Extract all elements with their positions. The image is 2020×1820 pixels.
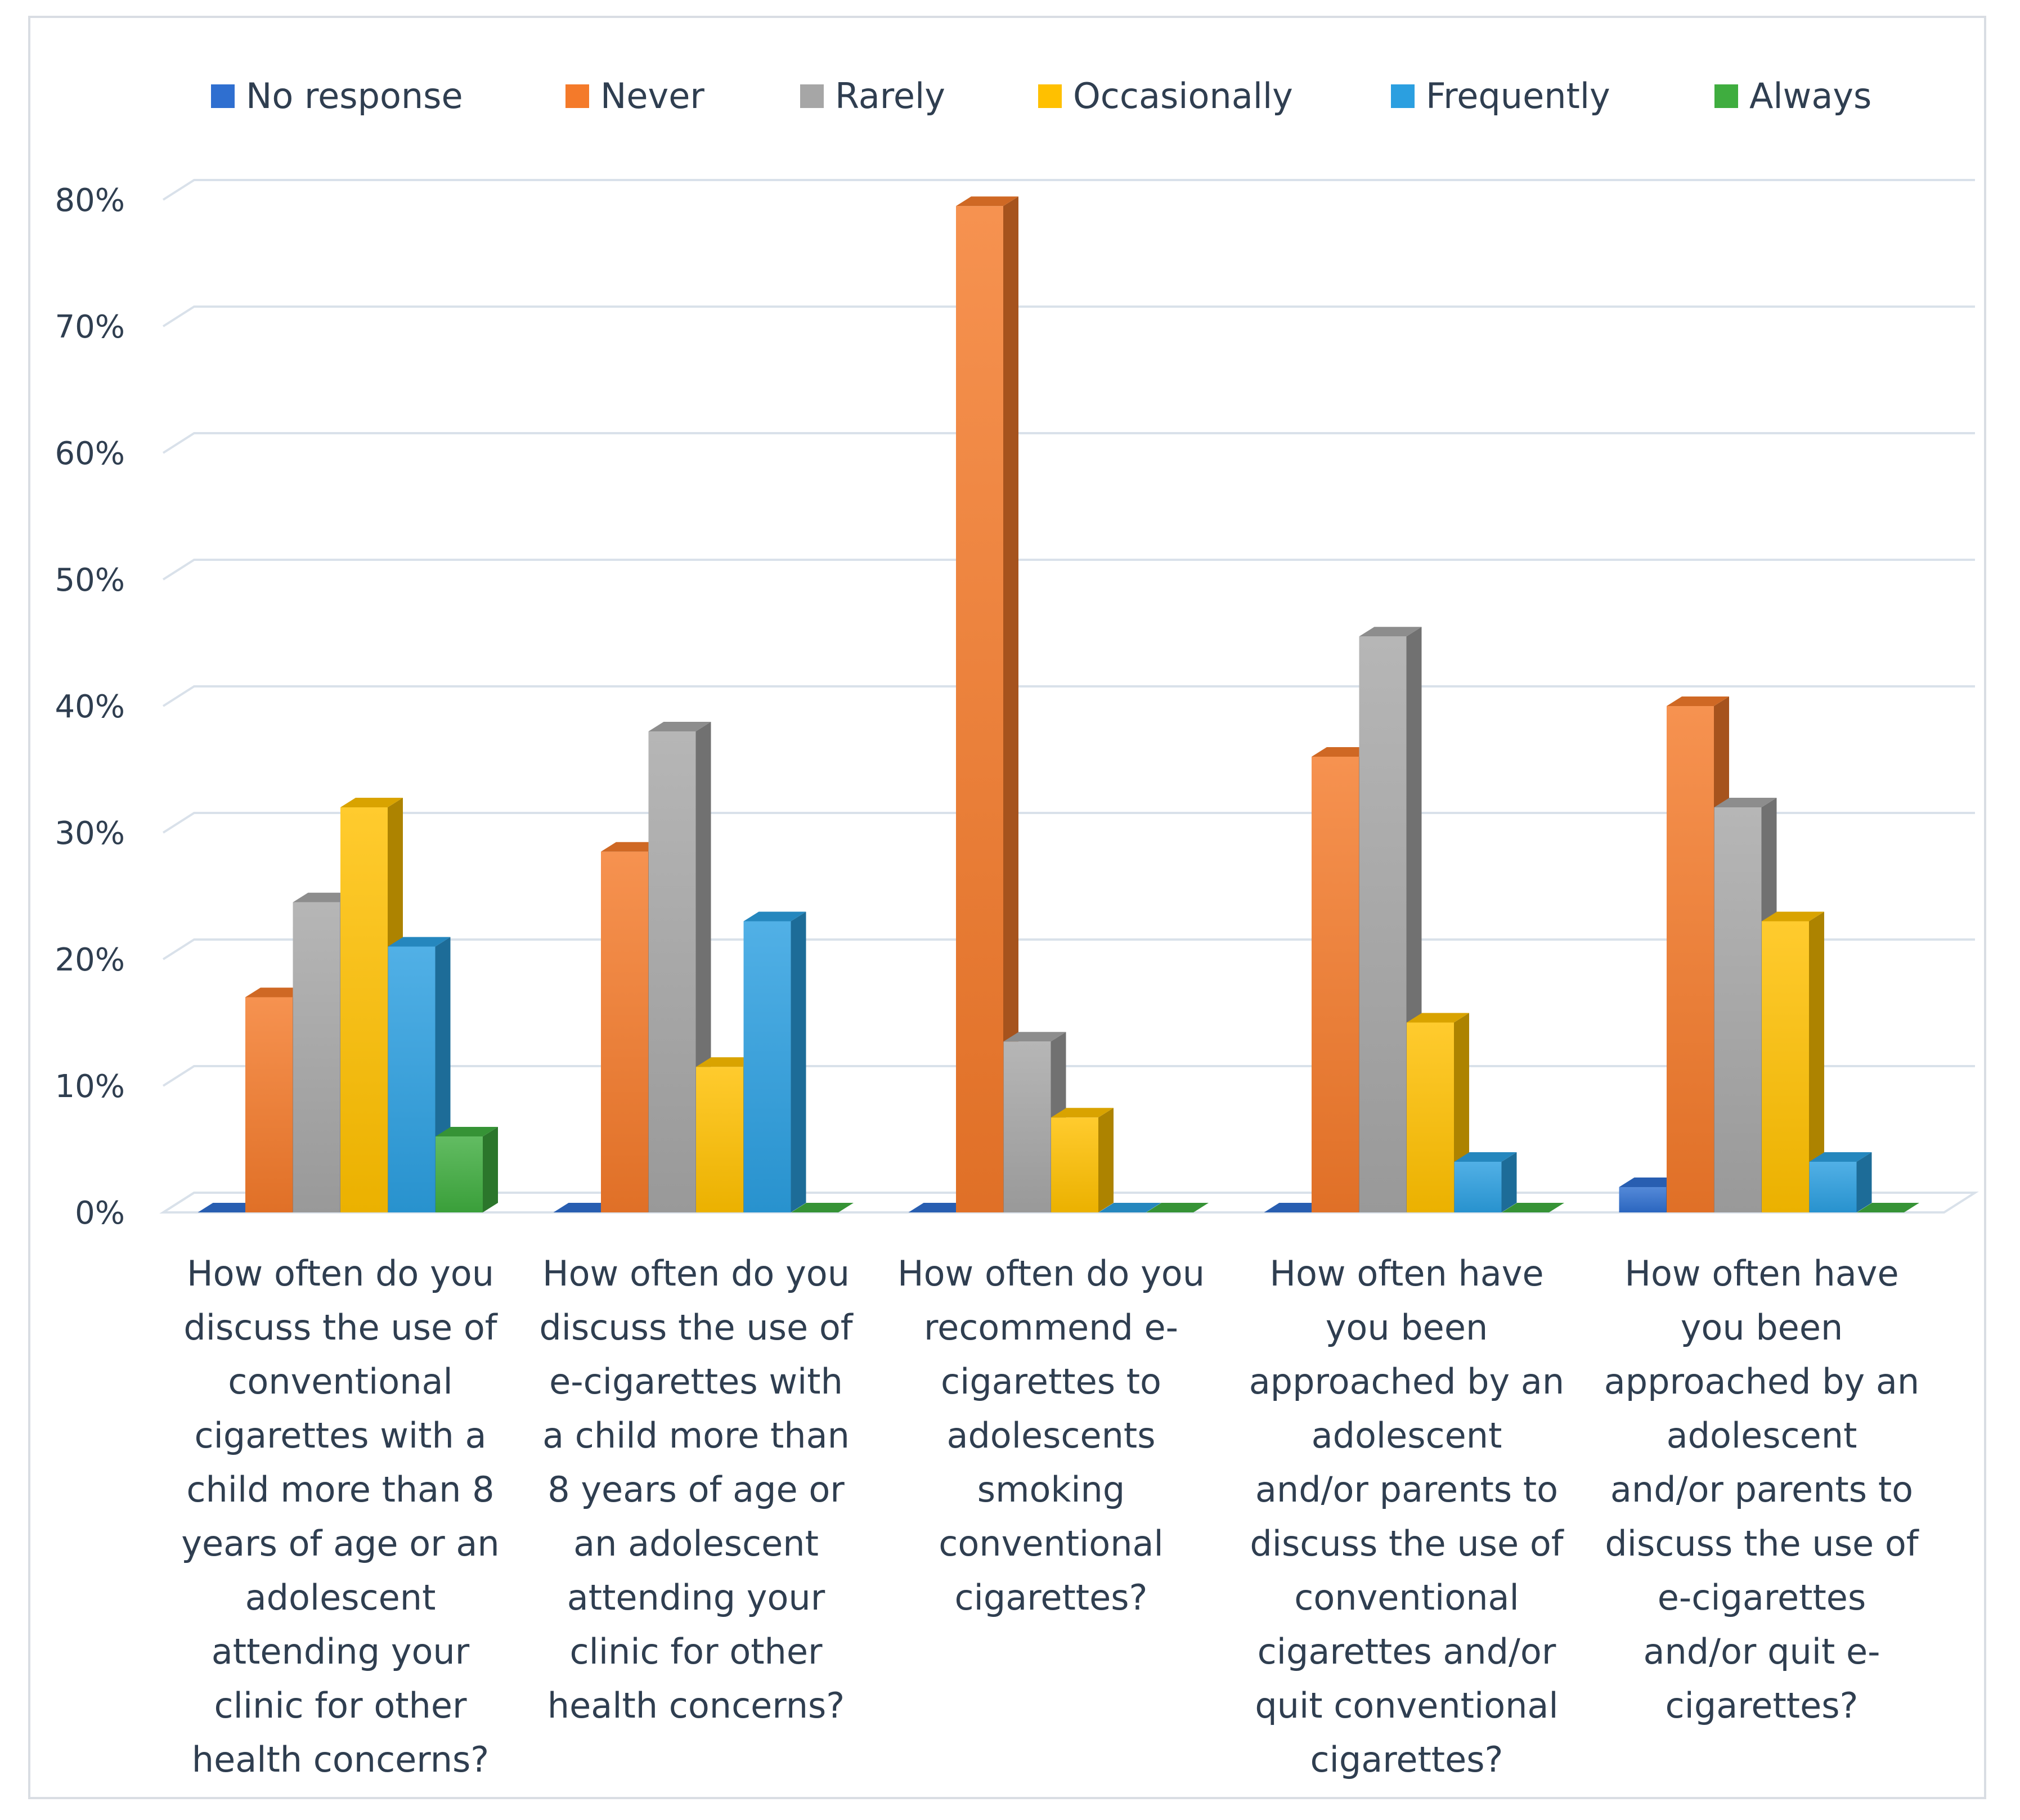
category-label: How often do you discuss the use of conven… <box>181 1253 499 1780</box>
y-tick-label: 40% <box>55 689 125 725</box>
legend-swatch <box>800 84 824 108</box>
bar-frequently <box>1809 1152 1872 1212</box>
bar-occasionally <box>1762 911 1824 1212</box>
y-tick-label: 0% <box>75 1195 125 1232</box>
y-tick-label: 80% <box>55 182 125 219</box>
bar-frequently <box>1098 1203 1161 1212</box>
bar-no-response <box>197 1203 261 1212</box>
gridline <box>162 305 1975 327</box>
legend-label: Rarely <box>835 75 945 116</box>
legend-label: Frequently <box>1426 75 1610 116</box>
y-tick-label: 60% <box>55 435 125 472</box>
category-label: How often do you discuss the use of e-ciga… <box>539 1253 854 1726</box>
legend-swatch <box>1038 84 1062 108</box>
bar-no-response <box>553 1203 616 1212</box>
bars <box>197 196 1919 1212</box>
legend: No response Never Rarely Occasionally Freque… <box>211 75 1871 116</box>
bar-no-response <box>908 1203 971 1212</box>
legend-item-never: Never <box>565 75 704 116</box>
legend-swatch <box>1391 84 1415 108</box>
gridline <box>162 432 1975 454</box>
category-label: How often have you been approached by an ad… <box>1604 1253 1920 1726</box>
y-tick-label: 70% <box>55 309 125 345</box>
bar-always <box>791 1203 854 1212</box>
legend-label: Occasionally <box>1073 75 1293 116</box>
gridline <box>162 179 1975 201</box>
legend-item-rarely: Rarely <box>800 75 945 116</box>
category-label: How often do you recommend e-cigarettes t… <box>897 1253 1205 1618</box>
category-label: How often have you been approached by an ad… <box>1249 1253 1565 1780</box>
legend-label: Always <box>1749 75 1871 116</box>
bar-never <box>956 196 1018 1212</box>
legend-item-no-response: No response <box>211 75 463 116</box>
bar-always <box>436 1127 498 1212</box>
legend-swatch <box>211 84 235 108</box>
bar-rarely <box>293 892 356 1212</box>
bar-frequently <box>1454 1152 1517 1212</box>
legend-label: Never <box>600 75 704 116</box>
legend-item-frequently: Frequently <box>1391 75 1610 116</box>
bar-frequently <box>743 911 806 1212</box>
y-tick-label: 10% <box>55 1068 125 1105</box>
legend-swatch <box>565 84 589 108</box>
bar-no-response <box>1264 1203 1327 1212</box>
y-tick-label: 50% <box>55 562 125 599</box>
bar-always <box>1146 1203 1209 1212</box>
bar-occasionally <box>1051 1108 1114 1212</box>
category-labels: How often do you discuss the use of conven… <box>181 1253 1920 1780</box>
legend-item-occasionally: Occasionally <box>1038 75 1293 116</box>
y-axis-ticks: 0% 10% 20% 30% 40% 50% 60% 70% 80% <box>55 182 125 1232</box>
bar-always <box>1502 1203 1564 1212</box>
y-tick-label: 30% <box>55 815 125 852</box>
bar-always <box>1857 1203 1919 1212</box>
gridline <box>162 559 1975 581</box>
legend-item-always: Always <box>1714 75 1871 116</box>
y-tick-label: 20% <box>55 942 125 978</box>
legend-label: No response <box>246 75 463 116</box>
legend-swatch <box>1714 84 1738 108</box>
